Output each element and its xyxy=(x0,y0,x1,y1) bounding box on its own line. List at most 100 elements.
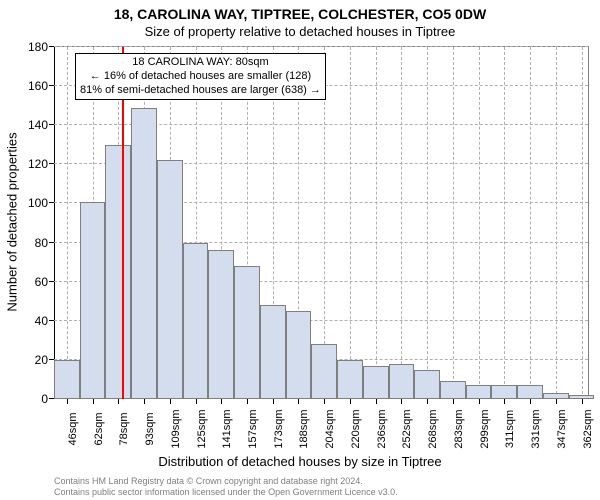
x-tick-label: 252sqm xyxy=(401,409,413,448)
y-tick-mark xyxy=(49,281,54,282)
y-tick-label: 140 xyxy=(28,118,48,132)
y-tick-mark xyxy=(49,320,54,321)
histogram-bar xyxy=(466,385,492,399)
annotation-box: 18 CAROLINA WAY: 80sqm ← 16% of detached… xyxy=(75,53,326,100)
x-tick-label: 347sqm xyxy=(556,409,568,448)
grid-horizontal xyxy=(54,46,588,47)
x-tick-mark xyxy=(118,399,119,404)
grid-vertical xyxy=(504,47,505,399)
y-tick-label: 80 xyxy=(35,236,48,250)
x-tick-mark xyxy=(504,399,505,404)
histogram-bar xyxy=(157,160,183,399)
histogram-bar xyxy=(54,360,80,399)
x-tick-label: 188sqm xyxy=(298,409,310,448)
x-tick-mark xyxy=(144,399,145,404)
x-tick-label: 46sqm xyxy=(67,412,79,445)
x-tick-mark xyxy=(582,399,583,404)
x-tick-label: 125sqm xyxy=(196,409,208,448)
histogram-bar xyxy=(517,385,543,399)
x-tick-label: 93sqm xyxy=(144,412,156,445)
x-tick-label: 362sqm xyxy=(582,409,594,448)
x-tick-mark xyxy=(67,399,68,404)
x-tick-mark xyxy=(298,399,299,404)
x-tick-label: 236sqm xyxy=(376,409,388,448)
annotation-line2: ← 16% of detached houses are smaller (12… xyxy=(80,70,321,84)
x-tick-label: 173sqm xyxy=(273,409,285,448)
x-tick-label: 220sqm xyxy=(350,409,362,448)
x-tick-label: 157sqm xyxy=(247,409,259,448)
y-axis-line xyxy=(54,47,55,399)
histogram-bar xyxy=(234,266,260,399)
histogram-bar xyxy=(363,366,389,399)
x-tick-mark xyxy=(479,399,480,404)
histogram-bar xyxy=(286,311,312,399)
chart-subtitle: Size of property relative to detached ho… xyxy=(0,24,600,39)
x-tick-label: 299sqm xyxy=(479,409,491,448)
grid-vertical xyxy=(67,47,68,399)
histogram-bar xyxy=(440,381,466,399)
grid-vertical xyxy=(350,47,351,399)
x-tick-mark xyxy=(273,399,274,404)
y-tick-mark xyxy=(49,124,54,125)
histogram-bar xyxy=(260,305,286,399)
y-tick-mark xyxy=(49,85,54,86)
x-tick-label: 268sqm xyxy=(427,409,439,448)
histogram-bar xyxy=(208,250,234,399)
y-tick-mark xyxy=(49,163,54,164)
chart-title: 18, CAROLINA WAY, TIPTREE, COLCHESTER, C… xyxy=(0,6,600,22)
x-tick-mark xyxy=(93,399,94,404)
x-tick-mark xyxy=(376,399,377,404)
y-tick-label: 0 xyxy=(41,392,48,406)
histogram-bar xyxy=(337,360,363,399)
footer-line1: Contains HM Land Registry data © Crown c… xyxy=(54,476,398,487)
y-tick-label: 40 xyxy=(35,314,48,328)
y-tick-label: 120 xyxy=(28,157,48,171)
y-tick-label: 100 xyxy=(28,196,48,210)
y-tick-label: 60 xyxy=(35,275,48,289)
x-tick-mark xyxy=(453,399,454,404)
x-tick-mark xyxy=(247,399,248,404)
annotation-line3: 81% of semi-detached houses are larger (… xyxy=(80,84,321,98)
y-tick-label: 160 xyxy=(28,79,48,93)
x-tick-mark xyxy=(350,399,351,404)
histogram-bar xyxy=(569,395,595,399)
histogram-bar xyxy=(183,243,209,399)
histogram-bar xyxy=(491,385,517,399)
x-tick-label: 141sqm xyxy=(221,409,233,448)
footer-attribution: Contains HM Land Registry data © Crown c… xyxy=(54,476,398,498)
histogram-bar xyxy=(389,364,415,399)
x-tick-mark xyxy=(170,399,171,404)
grid-vertical xyxy=(401,47,402,399)
x-tick-label: 62sqm xyxy=(93,412,105,445)
x-tick-mark xyxy=(401,399,402,404)
y-tick-mark xyxy=(49,242,54,243)
x-tick-label: 311sqm xyxy=(504,410,516,448)
grid-vertical xyxy=(556,47,557,399)
grid-vertical xyxy=(376,47,377,399)
x-tick-label: 78sqm xyxy=(118,412,130,445)
histogram-bar xyxy=(311,344,337,399)
annotation-line1: 18 CAROLINA WAY: 80sqm xyxy=(80,56,321,70)
x-axis-label: Distribution of detached houses by size … xyxy=(0,454,600,469)
grid-vertical xyxy=(530,47,531,399)
footer-line2: Contains public sector information licen… xyxy=(54,487,398,498)
histogram-bar xyxy=(105,145,131,399)
y-tick-mark xyxy=(49,202,54,203)
grid-vertical xyxy=(582,47,583,399)
grid-vertical xyxy=(479,47,480,399)
y-tick-label: 20 xyxy=(35,353,48,367)
x-tick-label: 109sqm xyxy=(170,409,182,448)
x-tick-mark xyxy=(221,399,222,404)
x-tick-mark xyxy=(427,399,428,404)
histogram-bar xyxy=(414,370,440,399)
histogram-bar xyxy=(131,108,157,399)
y-tick-mark xyxy=(49,46,54,47)
y-axis-label: Number of detached properties xyxy=(5,132,20,311)
histogram-bar xyxy=(80,202,106,400)
x-tick-mark xyxy=(556,399,557,404)
x-tick-label: 283sqm xyxy=(453,409,465,448)
x-tick-mark xyxy=(196,399,197,404)
grid-vertical xyxy=(453,47,454,399)
x-tick-label: 331sqm xyxy=(530,409,542,448)
x-tick-mark xyxy=(530,399,531,404)
